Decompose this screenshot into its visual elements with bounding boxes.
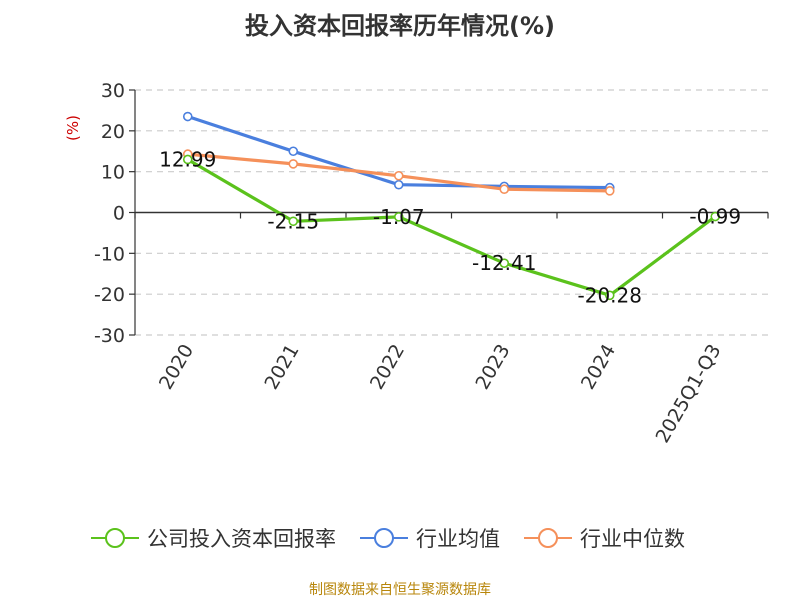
data-point (710, 211, 721, 222)
y-tick-label: 10 (101, 162, 125, 184)
series-line-0 (186, 157, 717, 297)
data-point (288, 146, 299, 157)
data-point (393, 212, 404, 222)
data-point (499, 184, 510, 195)
data-point (604, 290, 615, 301)
data-label: -1.07 (373, 205, 425, 229)
legend-label: 行业中位数 (580, 527, 685, 551)
y-axis-unit-label: (%) (64, 115, 82, 141)
y-tick-label: 30 (101, 80, 125, 102)
legend-marker-icon (374, 528, 394, 548)
x-tick-label: 2025Q1-Q3 (652, 341, 726, 447)
data-label: -20.28 (578, 283, 642, 307)
y-tick-label: 20 (101, 121, 125, 143)
data-label: -0.99 (689, 205, 741, 229)
data-label: 12.99 (159, 147, 216, 171)
y-tick-label: -30 (94, 325, 125, 347)
x-tick-label: 2023 (471, 341, 514, 394)
legend-item-2[interactable]: 行业中位数 (524, 527, 685, 551)
axes: 30 20 10 0 -10 -20 -30 2020 2021 2022 2023 2024 2025… (94, 80, 769, 447)
legend-label: 行业均值 (416, 527, 500, 551)
y-tick-label: -20 (94, 284, 125, 306)
y-tick-label: 0 (113, 203, 125, 225)
data-label: -12.41 (472, 251, 536, 275)
chart-title: 投入资本回报率历年情况(%) (245, 12, 555, 40)
legend-item-1[interactable]: 行业均值 (360, 527, 500, 551)
data-labels: 12.99 -2.15 -1.07 -12.41 -20.28 -0.99 (159, 147, 741, 307)
data-point (393, 170, 404, 181)
data-point (288, 216, 299, 227)
legend-marker-icon (538, 528, 558, 548)
x-tick-label: 2020 (155, 341, 198, 394)
x-tick-label: 2021 (260, 341, 303, 394)
legend-marker-icon (105, 528, 125, 548)
legend-label: 公司投入资本回报率 (147, 527, 336, 551)
legend: 公司投入资本回报率 行业均值 行业中位数 (91, 527, 685, 551)
x-tick-label: 2022 (366, 341, 409, 394)
y-tick-label: -10 (94, 243, 125, 265)
data-point (288, 159, 299, 169)
data-point (499, 258, 510, 268)
data-label: -2.15 (267, 209, 319, 233)
series-lines (182, 111, 721, 301)
source-note: 制图数据来自恒生聚源数据库 (309, 582, 491, 598)
data-point (182, 154, 193, 165)
data-point (604, 186, 615, 196)
x-tick-label: 2024 (577, 341, 620, 394)
legend-item-0[interactable]: 公司投入资本回报率 (91, 527, 336, 551)
data-point (182, 111, 193, 122)
data-point (393, 179, 404, 190)
